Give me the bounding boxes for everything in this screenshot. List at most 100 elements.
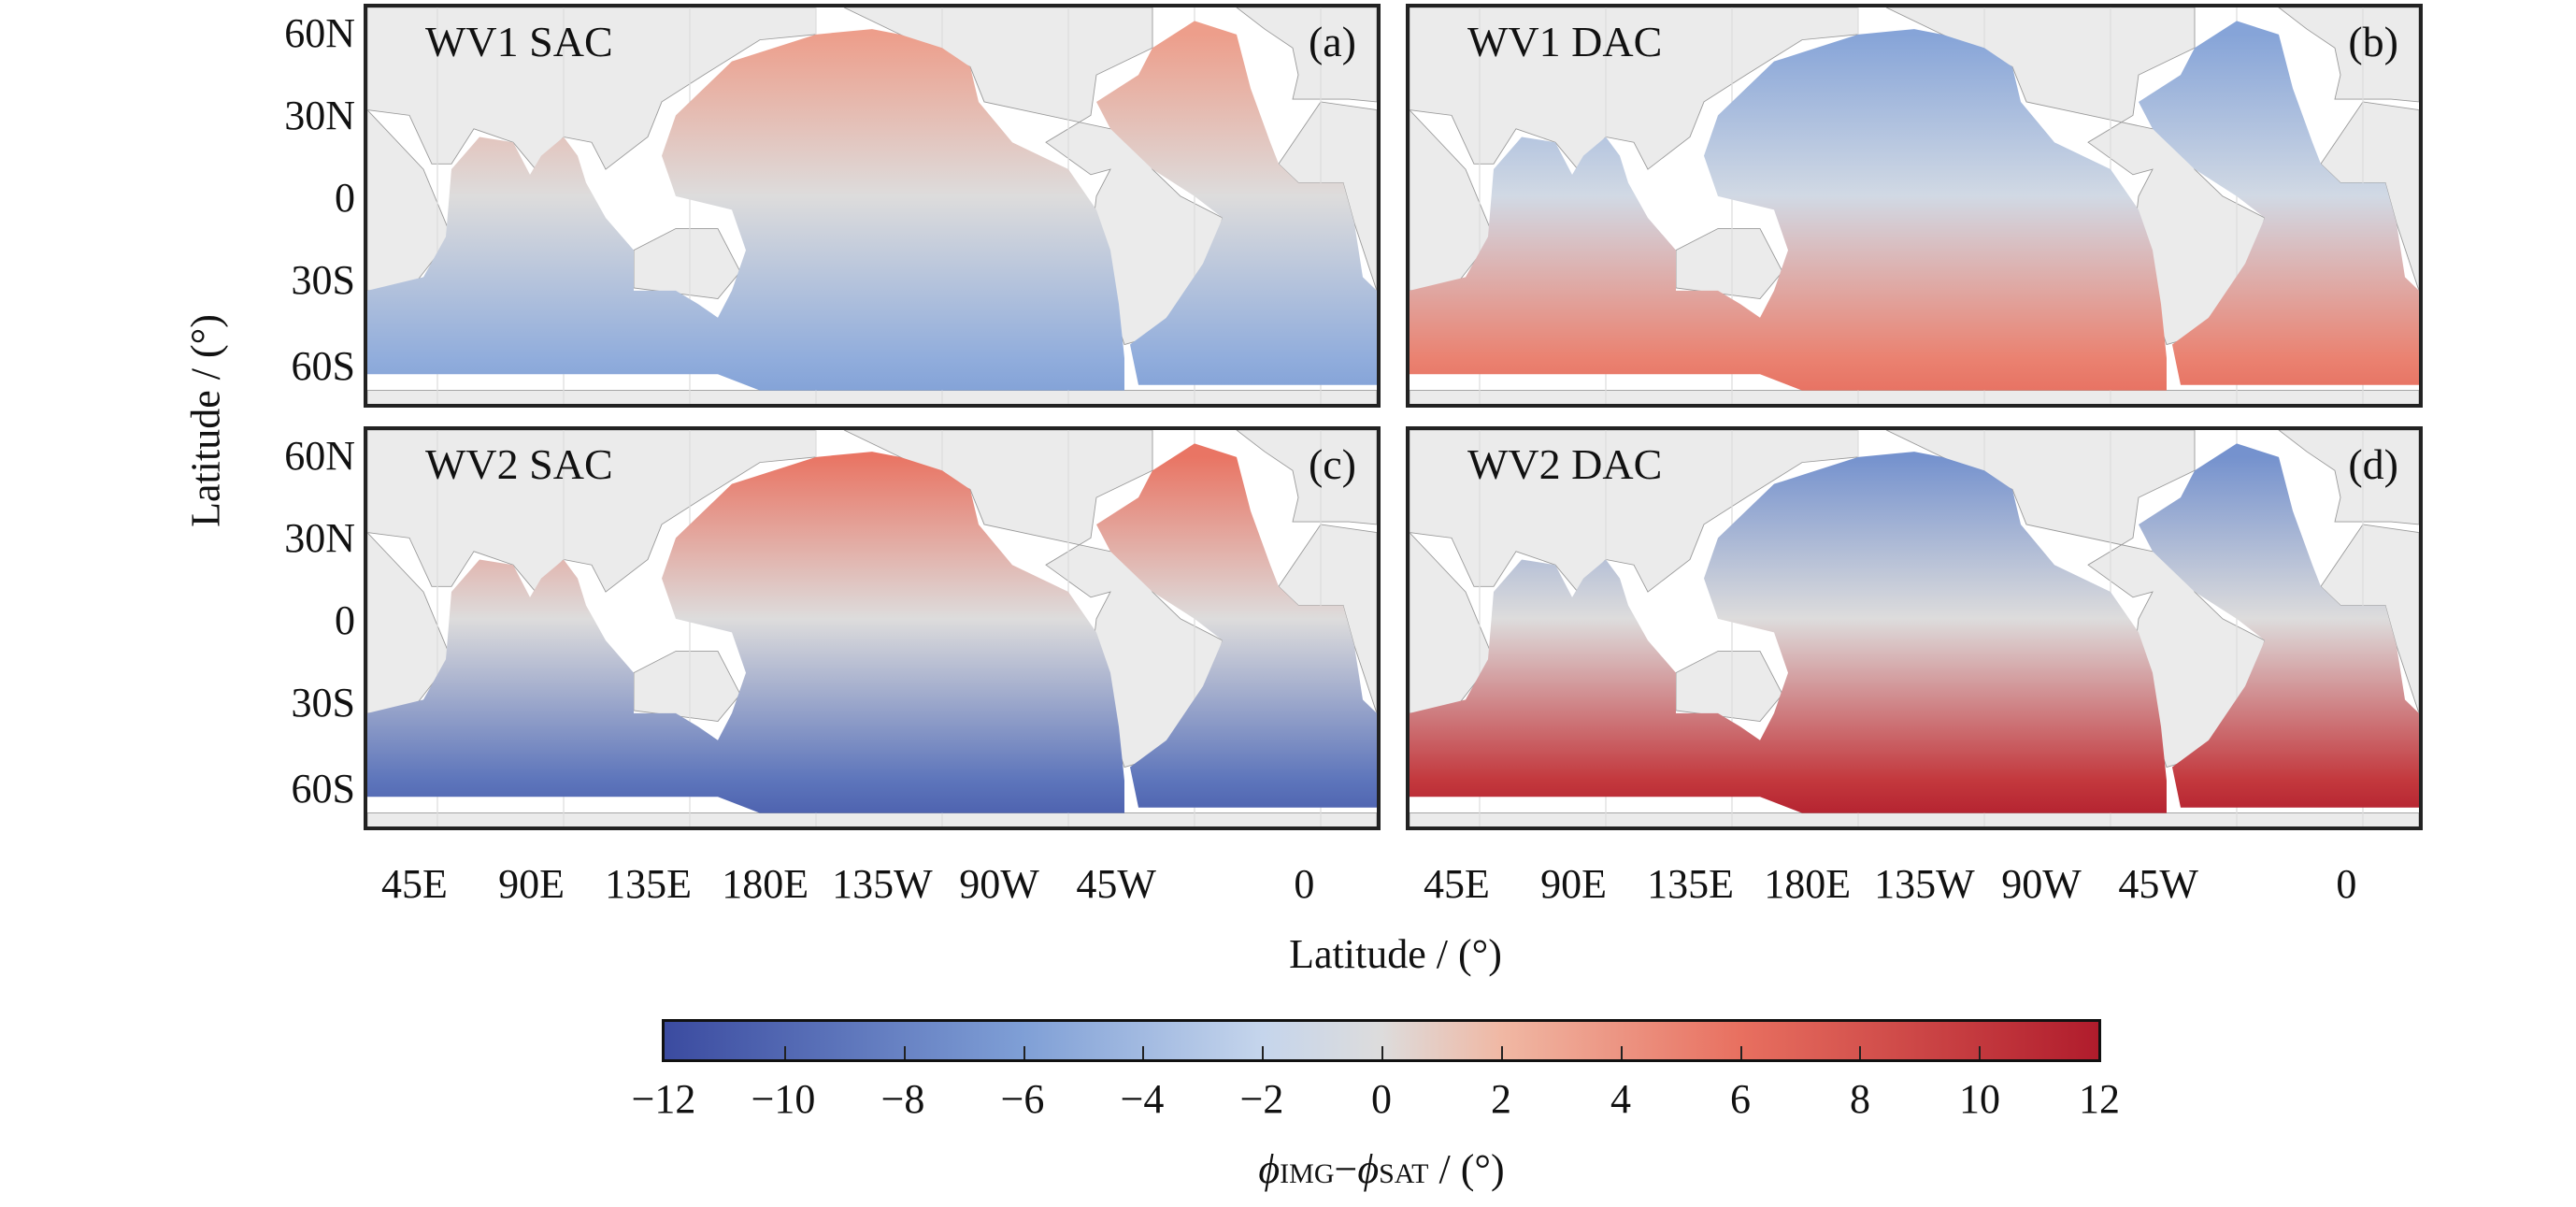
panel-label: (a) bbox=[1308, 18, 1356, 65]
land-mass bbox=[2278, 430, 2419, 525]
colorbar-tick bbox=[1979, 1046, 1982, 1059]
lon-tick-label: 45E bbox=[380, 861, 448, 907]
colorbar-tick bbox=[1739, 1046, 1742, 1059]
colorbar-tick bbox=[1381, 1046, 1383, 1059]
lon-tick-label: 45E bbox=[1423, 861, 1490, 907]
colorbar bbox=[662, 1019, 2101, 1062]
ocean-atlantic-cells bbox=[2139, 443, 2419, 808]
lat-tick-label: 30S bbox=[291, 257, 355, 303]
lon-tick-label: 135E bbox=[1647, 861, 1735, 907]
lon-tick-label: 45W bbox=[1076, 861, 1156, 907]
colorbar-tick-label: −4 bbox=[1120, 1076, 1165, 1122]
land-mass bbox=[1236, 7, 1377, 103]
colorbar-tick-label: −2 bbox=[1239, 1076, 1284, 1122]
land-mass bbox=[367, 531, 452, 714]
land-mass bbox=[2278, 7, 2419, 103]
lon-tick-label: 0 bbox=[2336, 861, 2357, 907]
land-mass bbox=[367, 7, 817, 170]
map-panel-c: WV2 SAC (c) bbox=[364, 426, 1381, 830]
lon-tick-label: 90W bbox=[959, 861, 1039, 907]
lat-tick-label: 60N bbox=[284, 10, 355, 56]
colorbar-tick-label: 6 bbox=[1730, 1076, 1751, 1122]
lat-tick-label: 30N bbox=[284, 93, 355, 138]
panel-label: (c) bbox=[1308, 440, 1356, 488]
land-mass bbox=[1410, 390, 2419, 404]
ocean-indian-cells bbox=[1410, 137, 1760, 375]
panel-label: (d) bbox=[2348, 440, 2398, 488]
ocean-atlantic-cells bbox=[1096, 443, 1377, 808]
colorbar-tick-label: −12 bbox=[631, 1076, 696, 1122]
colorbar-tick bbox=[1620, 1046, 1623, 1059]
colorbar-tick-label: 12 bbox=[2079, 1076, 2120, 1122]
lat-tick-label: 60S bbox=[291, 343, 355, 389]
minus: − bbox=[1334, 1146, 1358, 1192]
lon-tick-label: 0 bbox=[1294, 861, 1315, 907]
colorbar-tick-label: 10 bbox=[1959, 1076, 2000, 1122]
colorbar-tick-label: −10 bbox=[751, 1076, 816, 1122]
land-mass bbox=[367, 812, 1377, 826]
lon-tick-label: 45W bbox=[2118, 861, 2198, 907]
land-mass bbox=[367, 108, 452, 292]
land-mass bbox=[1410, 7, 1859, 170]
land-mass bbox=[1410, 108, 1495, 292]
y-axis-label: Latitude / (°) bbox=[182, 314, 229, 527]
colorbar-tick bbox=[1500, 1046, 1503, 1059]
ocean-indian-cells bbox=[367, 559, 718, 797]
lat-tick-label: 60N bbox=[284, 433, 355, 479]
ocean-atlantic-cells bbox=[1096, 21, 1377, 385]
panel-title: WV1 SAC bbox=[425, 18, 613, 65]
lat-tick-label: 30N bbox=[284, 515, 355, 561]
lon-tick-label: 135E bbox=[605, 861, 693, 907]
lat-tick-label: 60S bbox=[291, 766, 355, 812]
lon-tick-label: 180E bbox=[1764, 861, 1852, 907]
ocean-indian-cells bbox=[1410, 559, 1760, 797]
img-subscript: IMG bbox=[1280, 1158, 1335, 1189]
land-mass bbox=[1410, 531, 1495, 714]
land-mass bbox=[1410, 812, 2419, 826]
colorbar-tick bbox=[1859, 1046, 1862, 1059]
colorbar-tick bbox=[1262, 1046, 1265, 1059]
lon-tick-label: 180E bbox=[722, 861, 809, 907]
ocean-pacific-cells bbox=[1704, 452, 2167, 813]
land-mass bbox=[1410, 430, 1859, 593]
sat-subscript: SAT bbox=[1379, 1158, 1429, 1189]
lon-tick-label: 90E bbox=[1540, 861, 1607, 907]
land-mass bbox=[2320, 524, 2419, 713]
ocean-indian-cells bbox=[367, 137, 718, 375]
ocean-pacific-cells bbox=[662, 29, 1124, 391]
panel-label: (b) bbox=[2348, 18, 2398, 65]
map-panel-b: WV1 DAC (b) bbox=[1406, 4, 2423, 408]
phi-symbol: ϕ bbox=[1357, 1146, 1380, 1192]
colorbar-tick-label: 0 bbox=[1371, 1076, 1392, 1122]
x-axis-label: Latitude / (°) bbox=[1289, 931, 1502, 977]
colorbar-tick-label: −6 bbox=[1000, 1076, 1045, 1122]
ocean-atlantic-cells bbox=[2139, 21, 2419, 385]
panel-title: WV2 DAC bbox=[1467, 440, 1663, 488]
ocean-pacific-cells bbox=[662, 452, 1124, 813]
panel-title: WV2 SAC bbox=[425, 440, 613, 488]
colorbar-label: ϕIMG−ϕSAT / (°) bbox=[1258, 1145, 1504, 1193]
colorbar-tick-label: −8 bbox=[880, 1076, 925, 1122]
land-mass bbox=[1236, 430, 1377, 525]
lon-tick-label: 90E bbox=[498, 861, 565, 907]
lat-tick-label: 0 bbox=[335, 175, 355, 221]
ocean-pacific-cells bbox=[1704, 29, 2167, 391]
unit: / (°) bbox=[1428, 1146, 1505, 1192]
land-mass bbox=[367, 430, 817, 593]
panel-title: WV1 DAC bbox=[1467, 18, 1663, 65]
lat-tick-label: 30S bbox=[291, 680, 355, 726]
map-panel-a: WV1 SAC (a) bbox=[364, 4, 1381, 408]
land-mass bbox=[1278, 524, 1377, 713]
lon-tick-label: 135W bbox=[1874, 861, 1975, 907]
lon-tick-label: 135W bbox=[832, 861, 933, 907]
colorbar-tick bbox=[783, 1046, 786, 1059]
colorbar-tick bbox=[1142, 1046, 1145, 1059]
colorbar-tick-label: 2 bbox=[1491, 1076, 1511, 1122]
lat-tick-label: 0 bbox=[335, 597, 355, 643]
land-mass bbox=[367, 390, 1377, 404]
lon-tick-label: 90W bbox=[2001, 861, 2082, 907]
colorbar-tick-label: 4 bbox=[1610, 1076, 1631, 1122]
colorbar-tick-label: 8 bbox=[1850, 1076, 1870, 1122]
colorbar-tick bbox=[903, 1046, 906, 1059]
